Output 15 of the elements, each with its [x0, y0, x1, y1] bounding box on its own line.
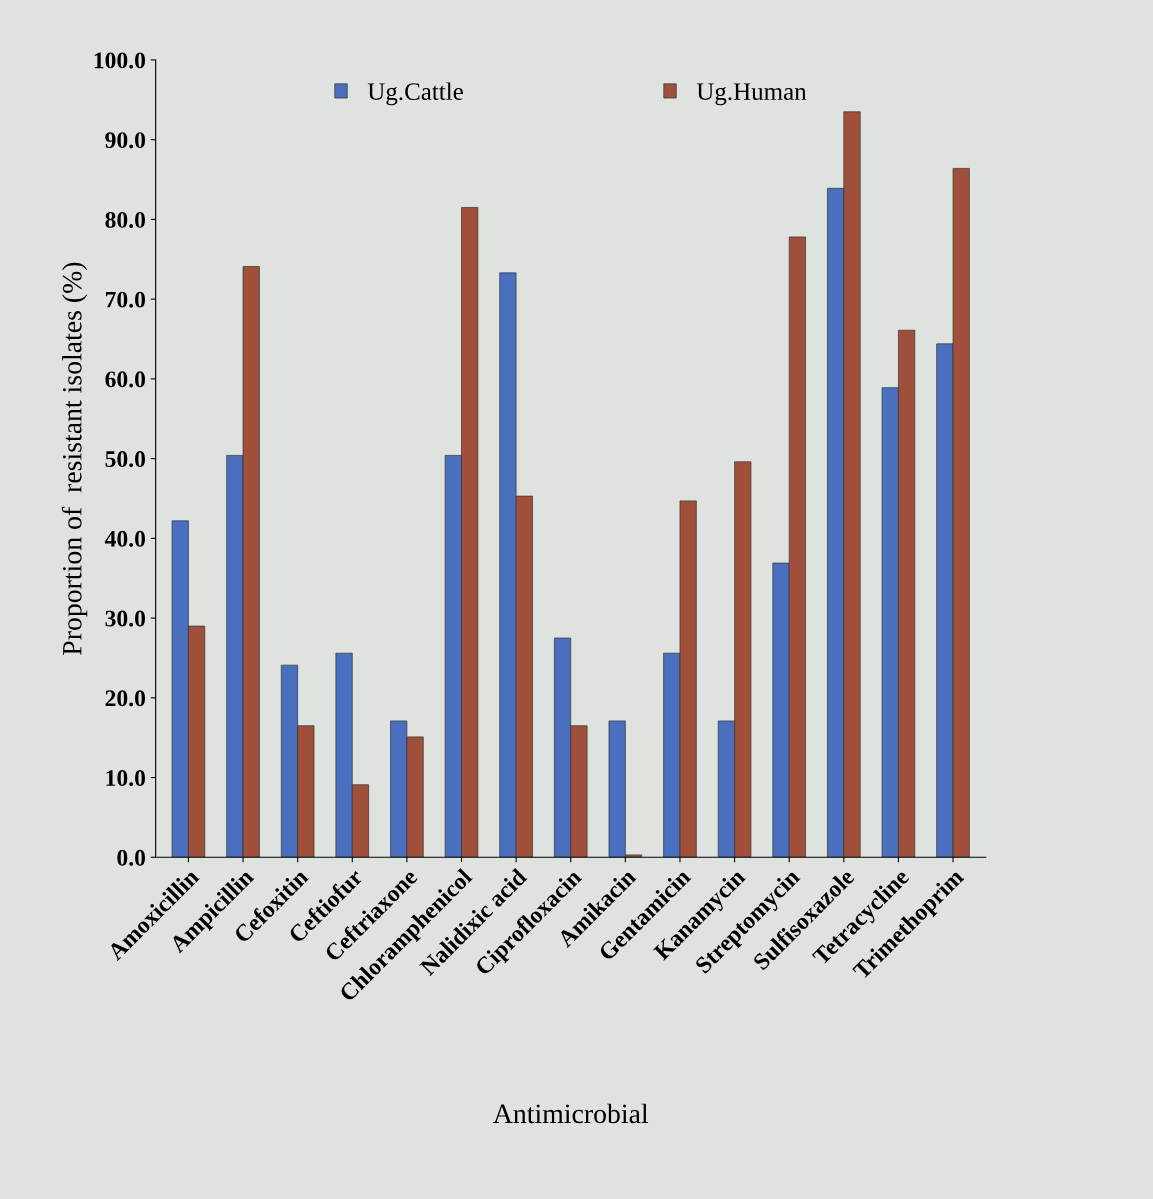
x-axis-title: Antimicrobial — [493, 1103, 649, 1124]
y-tick-label: 80.0 — [105, 211, 146, 228]
y-tick-label: 40.0 — [104, 530, 146, 547]
y-tick-label: 60.0 — [105, 371, 146, 388]
y-tick-label: 30.0 — [105, 610, 146, 627]
y-tick-label: 50.0 — [105, 451, 146, 468]
y-axis-title: Proportion of resistant isolates (%) — [61, 262, 88, 655]
y-tick-label: 90.0 — [105, 132, 146, 149]
y-tick-label: 70.0 — [105, 291, 146, 308]
legend-label: Ug.Human — [696, 83, 807, 106]
y-tick-label: 10.0 — [106, 770, 146, 787]
y-tick-label: 20.0 — [105, 690, 146, 707]
legend-label: Ug.Cattle — [367, 82, 463, 106]
y-tick-label: 0.0 — [117, 849, 146, 866]
y-tick-label: 100.0 — [94, 52, 146, 69]
